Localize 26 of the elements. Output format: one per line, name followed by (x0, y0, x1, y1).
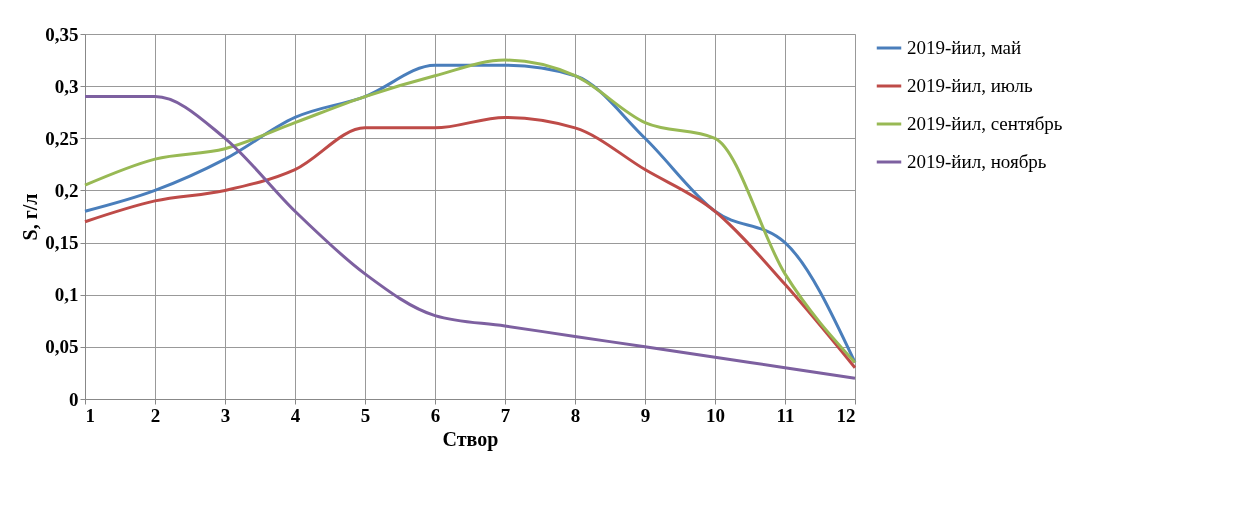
x-tick-label: 12 (836, 404, 856, 426)
x-tick-label: 10 (706, 404, 725, 426)
y-tick-label: 0 (69, 388, 79, 410)
y-tick-label: 0,35 (45, 23, 79, 45)
x-tick-label: 1 (85, 404, 95, 426)
legend-label: 2019-йил, май (907, 37, 1022, 58)
legend-label: 2019-йил, ноябрь (907, 151, 1047, 172)
y-tick-label: 0,25 (45, 127, 79, 149)
x-tick-label: 6 (430, 404, 441, 426)
y-axis-title: S, г/л (19, 193, 42, 241)
y-tick-label: 0,2 (54, 179, 79, 201)
legend-label: 2019-йил, июль (907, 75, 1034, 96)
x-tick-label: 8 (570, 404, 581, 426)
x-tick-label: 4 (290, 404, 301, 426)
x-tick-label: 11 (776, 404, 795, 426)
y-tick-label: 0,3 (54, 75, 79, 97)
x-tick-label: 5 (360, 404, 371, 426)
y-tick-label: 0,15 (45, 232, 79, 254)
x-tick-label: 7 (500, 404, 511, 426)
y-tick-label: 0,05 (45, 336, 79, 358)
x-tick-label: 9 (640, 404, 651, 426)
legend-label: 2019-йил, сентябрь (907, 113, 1063, 134)
x-tick-label: 3 (220, 404, 231, 426)
x-tick-label: 2 (150, 404, 161, 426)
y-tick-label: 0,1 (54, 284, 79, 306)
x-axis-title: Створ (442, 427, 499, 451)
